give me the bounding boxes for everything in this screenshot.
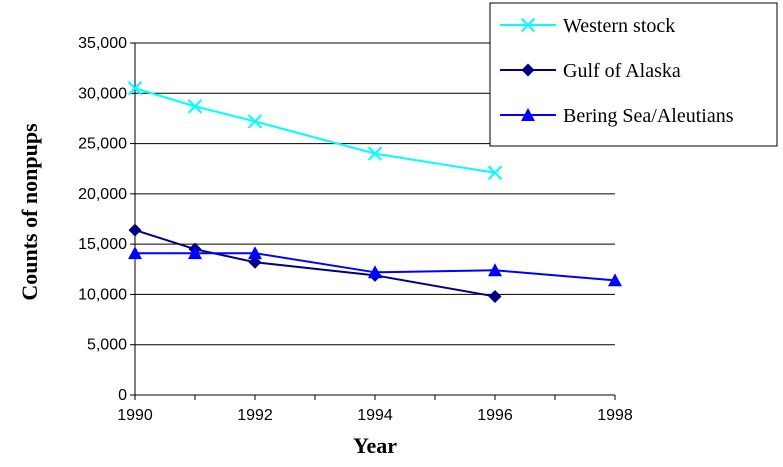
y-tick-label: 10,000 [78,286,127,303]
x-axis-title: Year [353,433,397,458]
triangle-marker [608,273,622,287]
x-tick-label: 1996 [477,407,513,424]
x-marker [187,99,203,114]
legend-label: Gulf of Alaska [563,60,681,82]
axes: 0 5,000 10,000 15,000 20,000 25,000 30,000 35,0… [78,35,633,424]
series-line [135,252,616,282]
legend-box [489,2,778,147]
x-marker [127,81,143,96]
y-tick-label: 20,000 [78,186,127,203]
y-tick-label: 25,000 [78,136,127,153]
series-lines [127,81,622,303]
diamond-marker [488,289,502,303]
x-marker [247,114,263,129]
triangle-marker [368,265,382,279]
x-tick-label: 1994 [357,407,393,424]
y-tick-label: 35,000 [78,35,127,52]
legend-item: Western stock [500,15,675,37]
x-marker [367,146,383,161]
triangle-marker [521,108,535,121]
legend: Western stock Gulf of Alaska Bering Sea/Al… [489,2,778,147]
x-tick-label: 1990 [117,407,153,424]
series-bering-sea-aleutians [128,246,622,287]
y-tick-label: 15,000 [78,236,127,253]
triangle-marker [488,263,502,277]
x-tick-label: 1992 [237,407,273,424]
y-tick-label: 0 [118,387,127,404]
y-tick-label: 30,000 [78,85,127,102]
y-axis-title: Counts of nonpups [17,123,42,301]
triangle-marker [188,246,202,260]
series-western-stock [127,81,503,180]
y-tick-label: 5,000 [87,337,127,354]
legend-label: Bering Sea/Aleutians [563,105,734,127]
legend-item: Bering Sea/Aleutians [500,105,734,127]
x-marker [520,17,536,33]
diamond-marker [521,63,535,77]
gridlines [135,42,615,346]
triangle-marker [128,246,142,260]
legend-item: Gulf of Alaska [500,60,681,82]
legend-label: Western stock [563,15,675,37]
x-tick-label: 1998 [597,407,633,424]
diamond-marker [128,223,142,237]
triangle-marker [248,246,262,260]
x-marker [487,165,503,180]
